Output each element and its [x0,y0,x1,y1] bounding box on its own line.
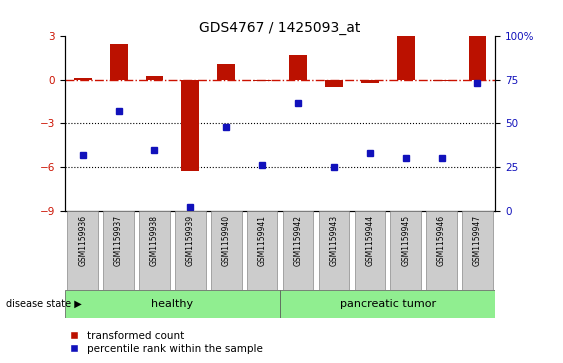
Bar [181,80,199,171]
Bar [289,55,307,80]
Bar [397,36,415,80]
Bar [139,211,169,290]
Bar [253,80,271,81]
Bar [217,64,235,80]
Text: GSM1159942: GSM1159942 [293,215,302,265]
Bar [211,211,242,290]
Text: GSM1159936: GSM1159936 [78,215,87,266]
Bar [462,211,493,290]
Bar [426,211,457,290]
Bar [247,211,278,290]
Text: disease state ▶: disease state ▶ [6,299,82,309]
Title: GDS4767 / 1425093_at: GDS4767 / 1425093_at [199,21,361,35]
Text: GSM1159943: GSM1159943 [329,215,338,266]
Bar [175,211,205,290]
Bar [104,211,134,290]
Bar [319,211,349,290]
Bar [468,36,486,80]
Text: GSM1159940: GSM1159940 [222,215,231,266]
Text: GSM1159938: GSM1159938 [150,215,159,265]
Text: GSM1159946: GSM1159946 [437,215,446,266]
Text: GSM1159939: GSM1159939 [186,215,195,266]
Bar [355,211,385,290]
Bar [325,80,343,87]
Text: healthy: healthy [151,299,194,309]
Text: GSM1159945: GSM1159945 [401,215,410,266]
Legend: transformed count, percentile rank within the sample: transformed count, percentile rank withi… [70,331,262,354]
Bar [432,80,450,81]
Text: GSM1159947: GSM1159947 [473,215,482,266]
Bar [74,78,92,80]
Bar [283,211,313,290]
Text: GSM1159937: GSM1159937 [114,215,123,266]
Text: GSM1159944: GSM1159944 [365,215,374,266]
Text: pancreatic tumor: pancreatic tumor [339,299,436,309]
Text: GSM1159941: GSM1159941 [258,215,267,265]
Bar [280,290,495,318]
Bar [65,290,280,318]
Bar [361,80,379,83]
Bar [145,76,163,80]
Bar [110,44,128,80]
Bar [68,211,98,290]
Bar [391,211,421,290]
